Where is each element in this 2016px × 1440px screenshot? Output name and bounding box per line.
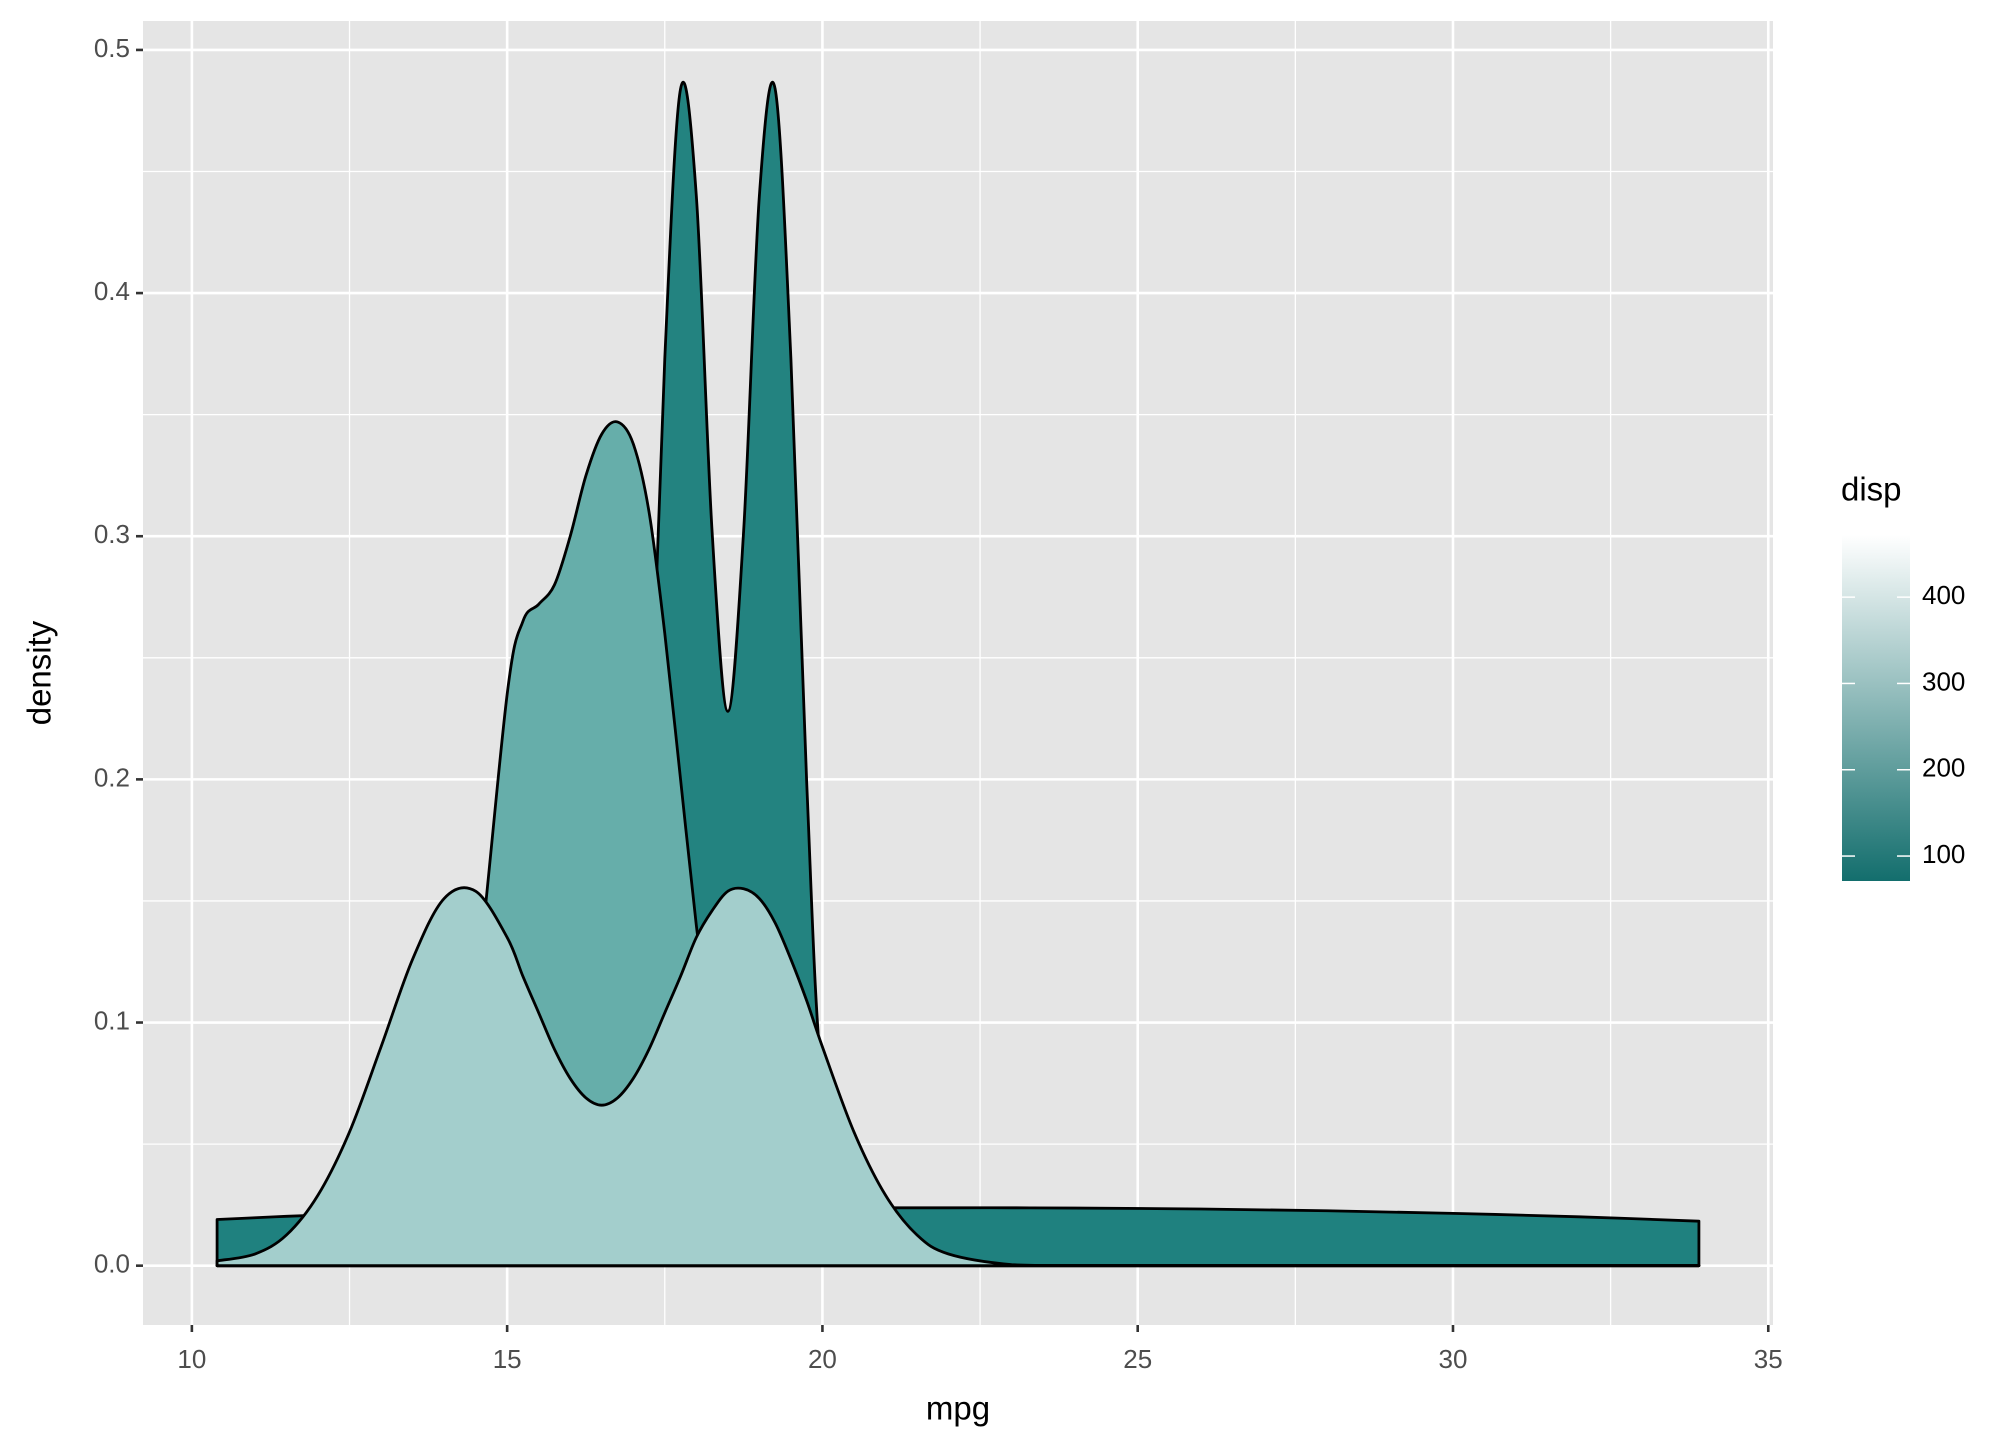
colorbar-label: 200 <box>1922 753 1965 783</box>
x-axis-title: mpg <box>926 1390 990 1427</box>
legend: 100 200 300 400 <box>1842 535 1965 881</box>
colorbar-label: 400 <box>1922 580 1965 610</box>
colorbar <box>1842 535 1910 881</box>
x-tick-label: 20 <box>808 1344 837 1374</box>
x-tick-label: 30 <box>1439 1344 1468 1374</box>
grid <box>143 21 1773 1325</box>
colorbar-label: 100 <box>1922 839 1965 869</box>
y-tick-label: 0.4 <box>94 276 130 306</box>
areas <box>215 80 1701 1268</box>
x-tick-label: 35 <box>1754 1344 1783 1374</box>
y-tick-label: 0.1 <box>94 1005 130 1035</box>
density-area <box>215 886 1701 1268</box>
y-tick-label: 0.5 <box>94 33 130 63</box>
y-axis-title: density <box>21 620 58 725</box>
y-tick-label: 0.0 <box>94 1249 130 1279</box>
axes: 10 15 20 25 30 35 0.0 0.1 0.2 0.3 0.4 0.5 <box>94 33 1783 1374</box>
legend-title: disp <box>1841 471 1902 508</box>
x-tick-label: 10 <box>177 1344 206 1374</box>
x-tick-label: 25 <box>1123 1344 1152 1374</box>
y-tick-label: 0.2 <box>94 762 130 792</box>
x-tick-label: 15 <box>493 1344 522 1374</box>
colorbar-label: 300 <box>1922 666 1965 696</box>
y-tick-label: 0.3 <box>94 519 130 549</box>
